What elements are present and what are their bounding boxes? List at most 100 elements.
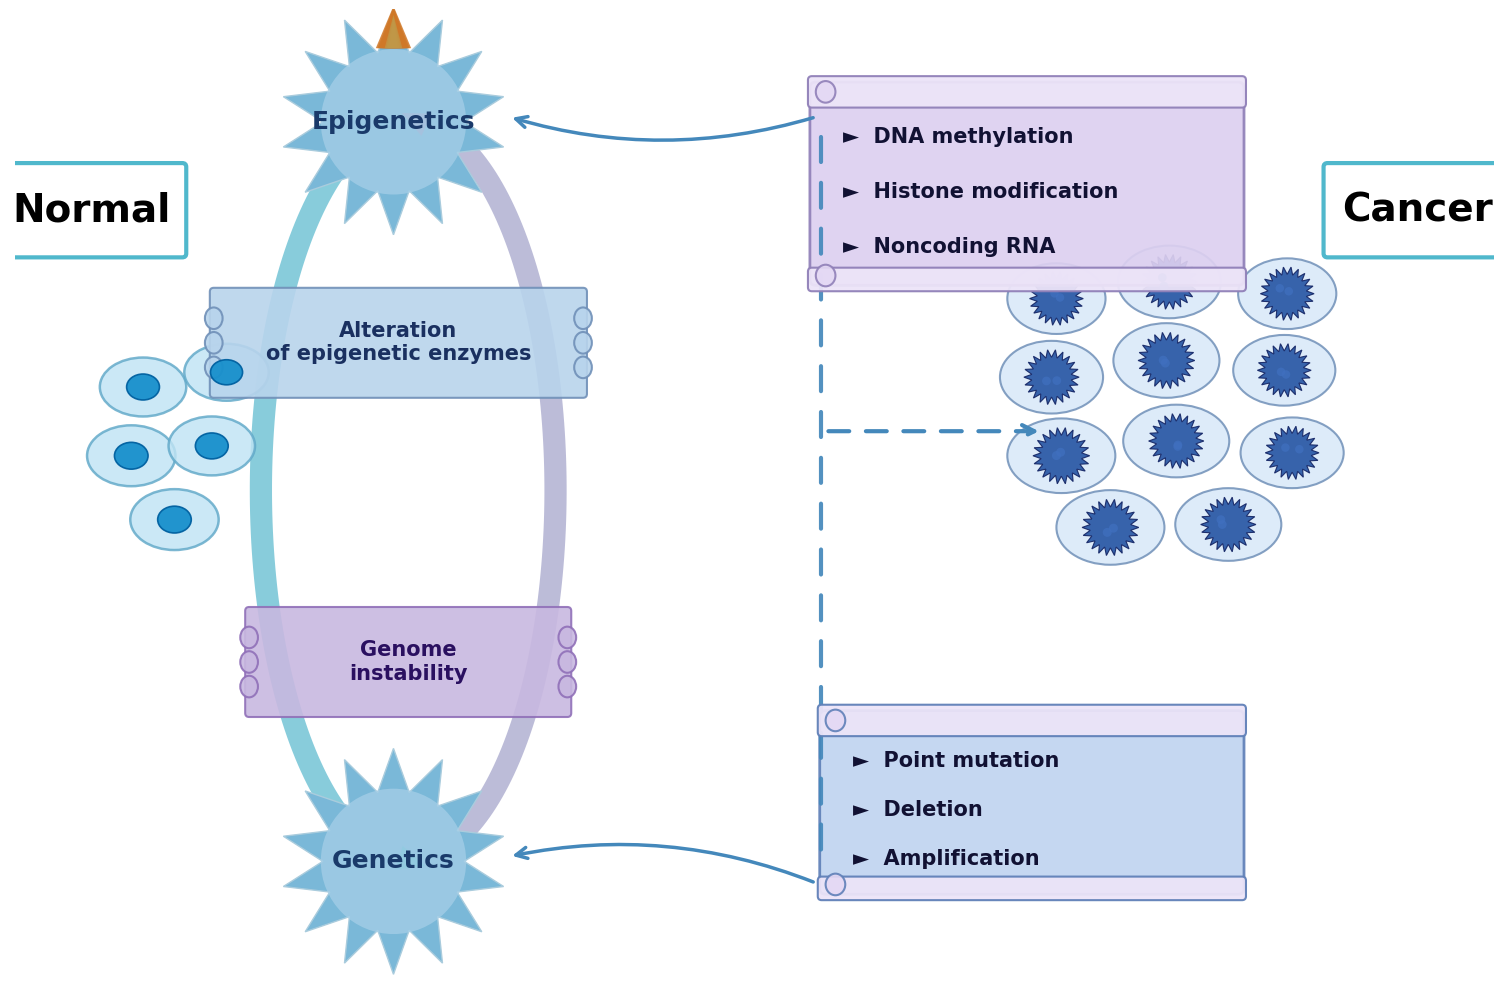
Polygon shape (283, 9, 503, 235)
Circle shape (1161, 359, 1170, 368)
Circle shape (1056, 293, 1065, 302)
Text: Alteration
of epigenetic enzymes: Alteration of epigenetic enzymes (265, 321, 532, 365)
Circle shape (1217, 515, 1226, 524)
Polygon shape (386, 16, 401, 48)
Ellipse shape (127, 374, 160, 400)
Circle shape (1218, 520, 1227, 529)
Polygon shape (390, 21, 396, 48)
Ellipse shape (205, 307, 223, 329)
Text: Normal: Normal (12, 191, 172, 230)
Polygon shape (395, 846, 425, 870)
Ellipse shape (241, 626, 258, 648)
Circle shape (1051, 451, 1060, 460)
Ellipse shape (158, 506, 191, 533)
Circle shape (1158, 273, 1167, 282)
Text: ►  Point mutation: ► Point mutation (852, 750, 1060, 770)
Text: ►  Histone modification: ► Histone modification (843, 182, 1119, 202)
Ellipse shape (1000, 341, 1102, 414)
Circle shape (1282, 370, 1291, 379)
FancyBboxPatch shape (245, 607, 571, 717)
Polygon shape (1033, 427, 1090, 484)
Ellipse shape (825, 874, 845, 896)
Ellipse shape (816, 264, 836, 286)
Polygon shape (1083, 499, 1139, 556)
Text: Genome
instability: Genome instability (349, 640, 467, 684)
Ellipse shape (559, 676, 577, 698)
Ellipse shape (184, 344, 268, 401)
Ellipse shape (574, 332, 592, 354)
Ellipse shape (559, 626, 577, 648)
Polygon shape (380, 10, 407, 48)
Circle shape (1173, 442, 1182, 451)
Ellipse shape (825, 710, 845, 732)
Circle shape (1277, 368, 1285, 376)
Circle shape (1053, 377, 1062, 385)
Circle shape (1285, 287, 1294, 295)
Text: ►  Amplification: ► Amplification (852, 849, 1039, 869)
Polygon shape (1265, 426, 1319, 479)
Polygon shape (383, 13, 404, 48)
Ellipse shape (559, 651, 577, 673)
Polygon shape (376, 6, 411, 48)
Circle shape (1050, 289, 1059, 297)
Polygon shape (402, 113, 432, 136)
FancyBboxPatch shape (807, 267, 1245, 291)
Ellipse shape (574, 357, 592, 378)
Ellipse shape (321, 49, 467, 195)
Polygon shape (1258, 344, 1312, 397)
Polygon shape (1149, 414, 1203, 468)
Ellipse shape (205, 357, 223, 378)
Ellipse shape (1123, 405, 1229, 477)
FancyBboxPatch shape (818, 705, 1245, 737)
Circle shape (1173, 440, 1182, 449)
FancyBboxPatch shape (819, 711, 1244, 895)
Ellipse shape (211, 360, 242, 385)
Ellipse shape (1175, 488, 1282, 561)
Ellipse shape (321, 788, 467, 934)
Ellipse shape (241, 651, 258, 673)
Polygon shape (387, 18, 399, 48)
Circle shape (1160, 281, 1169, 290)
Polygon shape (384, 15, 402, 48)
Ellipse shape (1238, 258, 1336, 329)
Ellipse shape (87, 425, 176, 486)
Polygon shape (1139, 332, 1194, 389)
Ellipse shape (131, 489, 218, 550)
FancyBboxPatch shape (209, 288, 587, 398)
Ellipse shape (816, 82, 836, 102)
Polygon shape (378, 7, 410, 48)
Circle shape (1042, 377, 1051, 386)
Circle shape (1108, 524, 1117, 533)
Ellipse shape (114, 442, 148, 469)
Ellipse shape (1008, 418, 1116, 493)
Circle shape (1276, 284, 1285, 292)
Circle shape (1282, 443, 1289, 452)
Polygon shape (381, 12, 405, 48)
Text: Cancer: Cancer (1342, 191, 1494, 230)
Ellipse shape (241, 676, 258, 698)
Polygon shape (1200, 497, 1256, 552)
Text: ►  Noncoding RNA: ► Noncoding RNA (843, 237, 1056, 256)
Ellipse shape (1117, 246, 1221, 318)
Circle shape (1158, 356, 1167, 365)
Text: ►  Deletion: ► Deletion (852, 800, 983, 820)
Text: Epigenetics: Epigenetics (312, 109, 476, 134)
Polygon shape (1261, 267, 1315, 320)
Ellipse shape (205, 332, 223, 354)
Text: Genetics: Genetics (333, 849, 455, 874)
Polygon shape (283, 748, 503, 974)
Ellipse shape (196, 433, 229, 459)
Polygon shape (392, 22, 395, 48)
Polygon shape (1030, 272, 1083, 325)
FancyBboxPatch shape (807, 77, 1245, 107)
Circle shape (1102, 528, 1111, 537)
Circle shape (1295, 445, 1304, 453)
FancyBboxPatch shape (818, 877, 1245, 901)
Ellipse shape (1008, 263, 1105, 334)
Polygon shape (1142, 254, 1197, 309)
FancyBboxPatch shape (0, 163, 187, 257)
Ellipse shape (1113, 323, 1220, 398)
Circle shape (1056, 447, 1065, 457)
Polygon shape (1024, 350, 1080, 405)
FancyBboxPatch shape (1324, 163, 1506, 257)
